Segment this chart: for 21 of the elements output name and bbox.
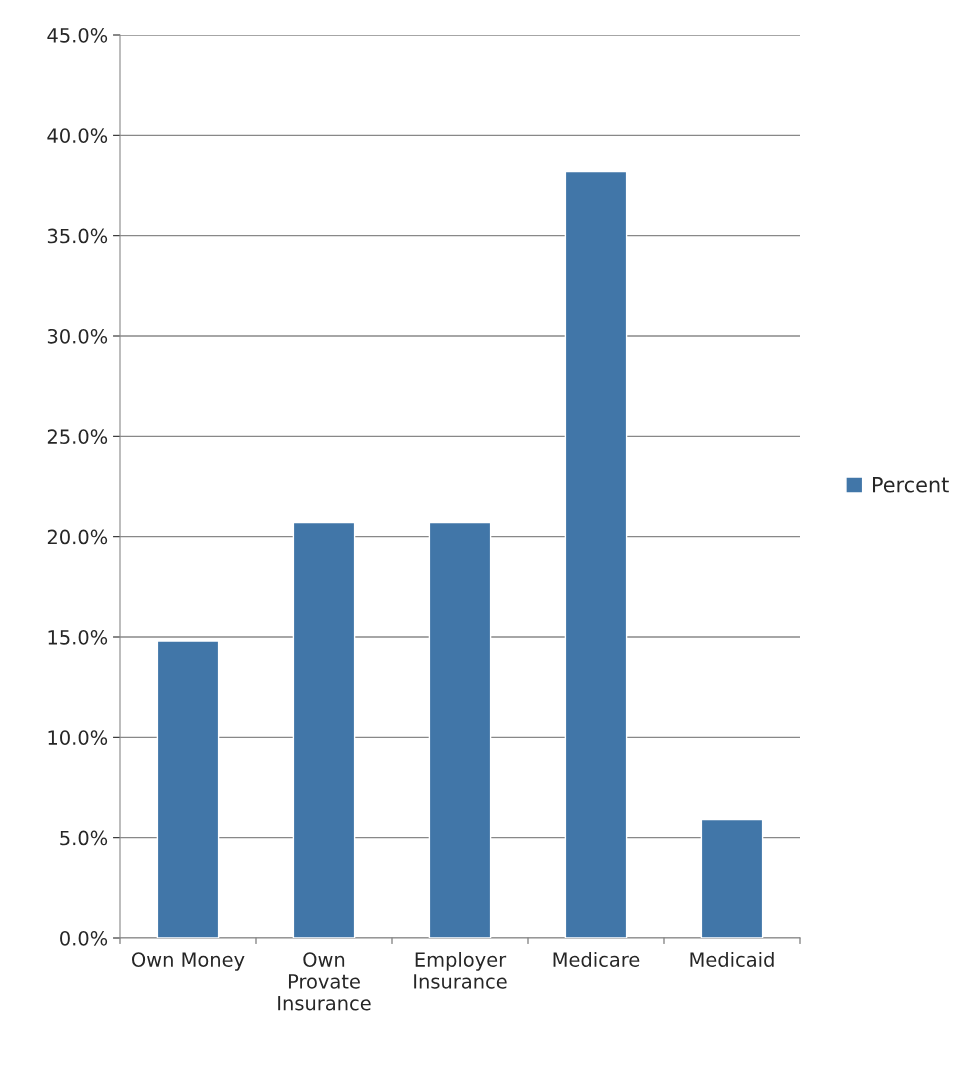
bar (156, 640, 220, 938)
y-tick-label: 10.0% (48, 730, 108, 745)
y-tick-label: 5.0% (60, 830, 108, 846)
y-tick-label: 30.0% (47, 328, 108, 344)
y-tick-label: 0.0% (60, 930, 108, 946)
x-tick-label: Own Money (132, 952, 245, 971)
y-tick-label: 40.0% (47, 128, 108, 143)
y-tick-label: 45.0% (47, 27, 108, 43)
y-tick-label: 35.0% (47, 228, 108, 244)
y-tick-label: 25.0% (47, 429, 108, 444)
y-tick-label: 20.0% (47, 529, 108, 545)
y-tick-label: 15.0% (48, 629, 108, 645)
bar (564, 170, 628, 938)
x-tick-label: Own Provate Insurance (278, 952, 371, 1011)
bar (292, 521, 356, 938)
x-tick-label: Medicaid (690, 951, 774, 967)
bar (700, 818, 764, 938)
bar (428, 521, 492, 938)
x-tick-label: Medicare (553, 951, 640, 967)
legend-label: Percent (872, 477, 949, 493)
x-tick-label: Employer Insurance (414, 951, 507, 989)
